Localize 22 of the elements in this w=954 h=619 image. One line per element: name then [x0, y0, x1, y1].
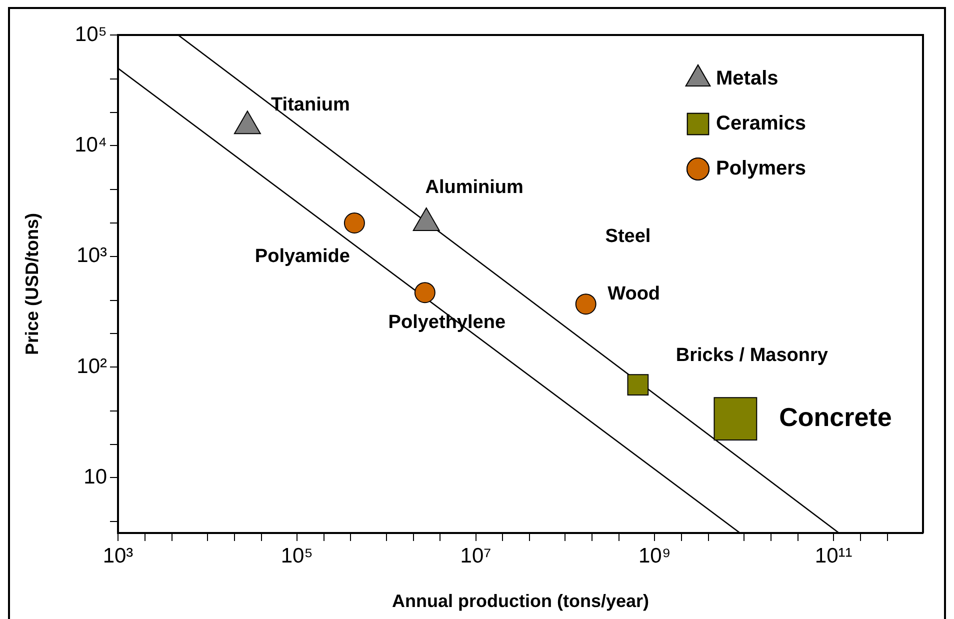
legend-label: Polymers: [716, 158, 806, 180]
x-tick-label: 10⁵: [280, 544, 313, 568]
legend-label: Ceramics: [716, 112, 806, 135]
x-tick-label: 10³: [102, 544, 134, 568]
annotation: Titanium: [271, 94, 350, 116]
x-tick-label: 10⁹: [638, 544, 671, 568]
y-tick-label: 10²: [76, 354, 107, 378]
annotation: Polyamide: [254, 246, 350, 268]
annotation: Concrete: [779, 402, 892, 432]
annotation: Wood: [608, 283, 660, 304]
y-axis-title: Price (USD/tons): [22, 212, 42, 356]
legend-label: Metals: [716, 68, 778, 90]
annotation: Bricks / Masonry: [676, 345, 828, 366]
annotation: Aluminium: [425, 177, 524, 198]
y-tick-label: 10: [84, 465, 107, 488]
annotation: Steel: [605, 226, 651, 248]
x-tick-label: 10⁷: [460, 544, 492, 568]
y-tick-label: 10⁴: [74, 133, 107, 156]
x-axis-title: Annual production (tons/year): [392, 591, 650, 612]
y-tick-label: 10⁵: [74, 22, 107, 46]
y-tick-label: 10³: [76, 244, 107, 268]
x-tick-label: 10¹¹: [814, 544, 852, 568]
